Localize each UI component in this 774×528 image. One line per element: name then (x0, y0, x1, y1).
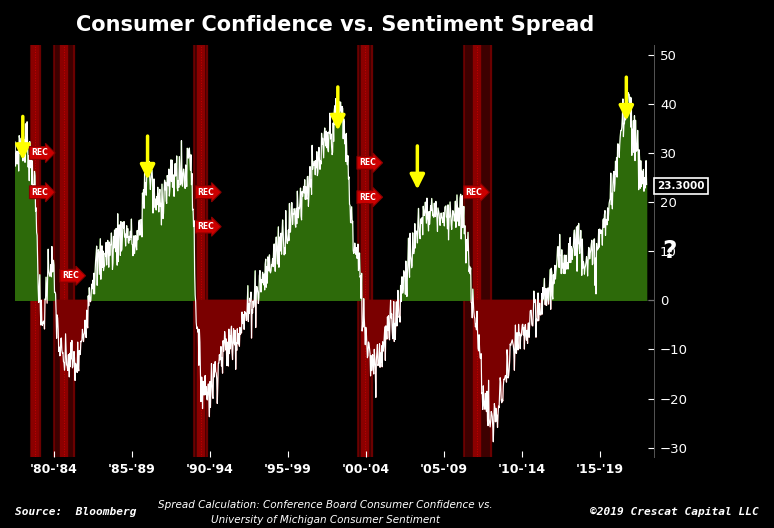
Text: Spread Calculation: Conference Board Consumer Confidence vs.: Spread Calculation: Conference Board Con… (158, 500, 492, 510)
Bar (194, 45, 207, 457)
Text: REC: REC (32, 188, 48, 197)
Text: ?: ? (663, 239, 676, 263)
Bar (464, 45, 491, 457)
Text: REC: REC (359, 158, 375, 167)
Text: ©2019 Crescat Capital LLC: ©2019 Crescat Capital LLC (590, 507, 759, 517)
Text: REC: REC (197, 222, 214, 231)
Text: REC: REC (32, 148, 48, 157)
Text: REC: REC (359, 193, 375, 202)
Text: REC: REC (62, 271, 78, 280)
Text: REC: REC (197, 188, 214, 197)
Bar (54, 45, 74, 457)
Text: University of Michigan Consumer Sentiment: University of Michigan Consumer Sentimen… (211, 515, 440, 525)
Bar (31, 45, 40, 457)
Bar (358, 45, 372, 457)
Text: Source:  Bloomberg: Source: Bloomberg (15, 507, 137, 517)
Text: 23.3000: 23.3000 (657, 181, 705, 191)
Text: REC: REC (466, 188, 482, 197)
Title: Consumer Confidence vs. Sentiment Spread: Consumer Confidence vs. Sentiment Spread (76, 15, 594, 35)
